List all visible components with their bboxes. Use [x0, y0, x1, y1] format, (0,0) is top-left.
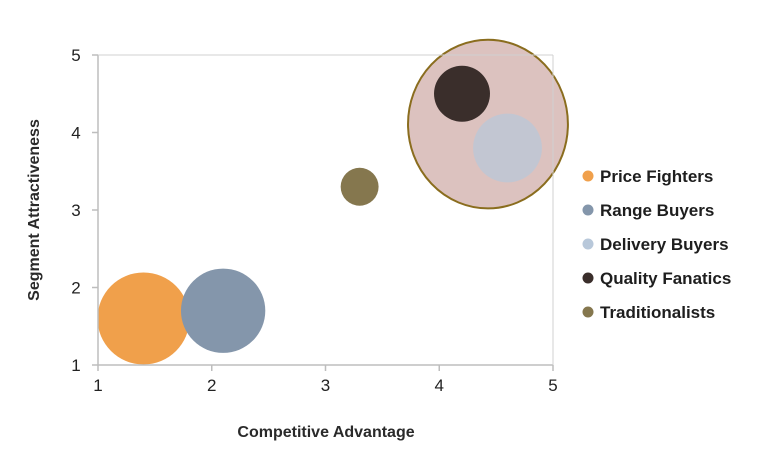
bubble-quality-fanatics — [434, 65, 490, 122]
legend-item-quality-fanatics: Quality Fanatics — [582, 269, 731, 288]
legend-label: Traditionalists — [600, 303, 715, 322]
bubble-price-fighters — [97, 272, 190, 365]
bubble-delivery-buyers — [473, 113, 542, 183]
legend-item-traditionalists: Traditionalists — [582, 303, 715, 322]
legend-label: Range Buyers — [600, 201, 714, 220]
legend-marker — [582, 272, 594, 284]
legend-marker — [582, 238, 594, 250]
legend-marker — [582, 170, 594, 182]
bubble-series-group — [97, 65, 542, 365]
y-axis-title: Segment Attractiveness — [26, 119, 43, 301]
legend-label: Delivery Buyers — [600, 235, 729, 254]
y-tick-label: 3 — [71, 201, 80, 220]
x-tick-label: 1 — [93, 376, 102, 395]
x-axis-title: Competitive Advantage — [237, 424, 414, 441]
x-tick-label: 4 — [435, 376, 444, 395]
legend-item-range-buyers: Range Buyers — [582, 201, 714, 220]
tick-labels: 1 2 3 4 5 1 2 3 4 5 — [71, 46, 557, 395]
x-tick-label: 3 — [321, 376, 330, 395]
legend-item-price-fighters: Price Fighters — [582, 167, 713, 186]
legend: Price Fighters Range Buyers Delivery Buyer… — [582, 167, 731, 322]
y-tick-label: 1 — [71, 356, 80, 375]
legend-marker — [582, 204, 594, 216]
legend-label: Price Fighters — [600, 167, 713, 186]
y-tick-label: 4 — [71, 124, 80, 143]
legend-item-delivery-buyers: Delivery Buyers — [582, 235, 729, 254]
legend-marker — [582, 306, 594, 318]
bubble-traditionalists — [340, 167, 379, 206]
y-tick-label: 5 — [71, 46, 80, 65]
legend-label: Quality Fanatics — [600, 269, 731, 288]
x-tick-label: 2 — [207, 376, 216, 395]
bubble-range-buyers — [180, 268, 266, 353]
y-tick-label: 2 — [71, 279, 80, 298]
x-tick-label: 5 — [548, 376, 557, 395]
